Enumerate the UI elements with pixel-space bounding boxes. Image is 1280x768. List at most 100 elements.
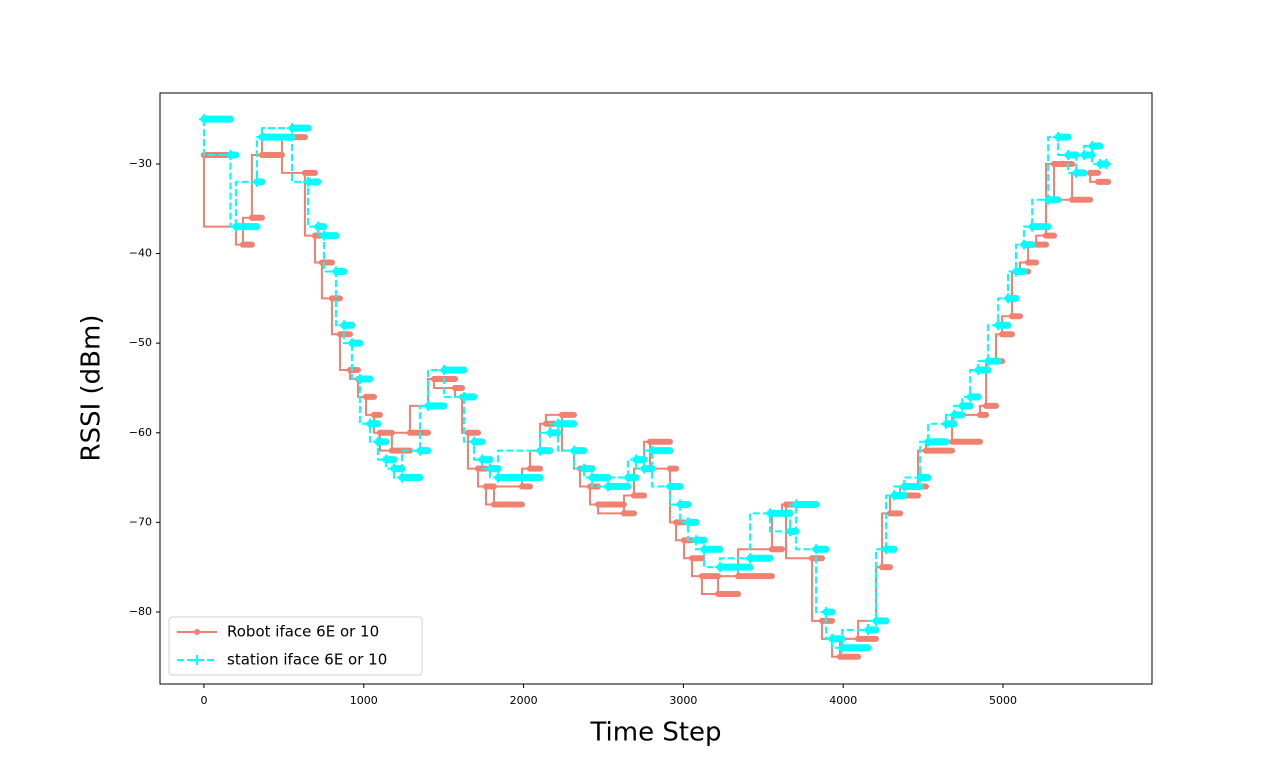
y-tick-label: −30 [129, 157, 152, 170]
marker [376, 429, 383, 436]
marker [647, 445, 658, 456]
marker [745, 553, 756, 564]
marker [423, 400, 434, 411]
marker [338, 320, 349, 331]
marker [923, 436, 934, 447]
marker [879, 564, 886, 571]
marker [602, 481, 613, 492]
marker [691, 535, 702, 546]
marker [1008, 313, 1015, 320]
marker [675, 499, 686, 510]
marker [192, 655, 202, 665]
marker [983, 356, 994, 367]
marker [491, 501, 498, 508]
marker [983, 402, 990, 409]
marker [715, 562, 726, 573]
marker [301, 169, 308, 176]
marker [647, 438, 654, 445]
marker [949, 438, 956, 445]
marker [1069, 196, 1076, 203]
marker [558, 411, 565, 418]
marker [458, 391, 469, 402]
marker [957, 400, 968, 411]
marker [940, 418, 951, 429]
marker [765, 508, 776, 519]
marker [1018, 239, 1029, 250]
marker [198, 114, 209, 125]
x-tick-label: 3000 [669, 694, 697, 707]
marker [827, 633, 838, 644]
marker [889, 490, 900, 501]
marker [949, 409, 960, 420]
x-tick-label: 1000 [350, 694, 378, 707]
marker [346, 338, 357, 349]
marker [552, 418, 563, 429]
x-tick-label: 0 [200, 694, 207, 707]
marker [544, 427, 555, 438]
marker [973, 365, 984, 376]
marker [899, 481, 910, 492]
marker [354, 374, 365, 385]
marker [1087, 169, 1094, 176]
marker [681, 537, 688, 544]
marker [230, 221, 241, 232]
marker [526, 465, 533, 472]
marker [475, 465, 482, 472]
x-tick-label: 4000 [829, 694, 857, 707]
marker [977, 411, 984, 418]
plot-frame [159, 92, 1153, 685]
marker [1025, 259, 1032, 266]
marker [1071, 167, 1082, 178]
marker [1063, 150, 1074, 161]
marker [372, 436, 383, 447]
marker [248, 214, 255, 221]
marker [430, 376, 437, 383]
marker [336, 331, 343, 338]
marker [915, 472, 926, 483]
marker [1003, 293, 1014, 304]
marker [999, 331, 1006, 338]
marker [302, 176, 313, 187]
marker [365, 418, 376, 429]
y-axis-label: RSSI (dBm) [77, 315, 107, 462]
marker [783, 501, 790, 508]
marker [630, 454, 641, 465]
marker [698, 573, 705, 580]
marker [415, 445, 426, 456]
marker [887, 510, 894, 517]
marker [870, 615, 881, 626]
marker [477, 454, 488, 465]
marker [837, 642, 848, 653]
marker [1105, 178, 1112, 185]
marker [639, 463, 650, 474]
marker [1095, 178, 1102, 185]
x-tick-label: 5000 [989, 694, 1017, 707]
marker [579, 463, 590, 474]
x-axis-label: Time Step [589, 718, 721, 748]
marker [820, 606, 831, 617]
marker [855, 635, 862, 642]
marker [673, 519, 680, 526]
legend-label: station iface 6E or 10 [227, 651, 387, 669]
marker [586, 472, 597, 483]
marker [258, 152, 265, 159]
y-tick-label: −70 [129, 515, 152, 528]
marker [483, 483, 490, 490]
marker [518, 483, 525, 490]
marker [318, 230, 329, 241]
marker [1079, 150, 1090, 161]
marker [791, 499, 802, 510]
marker [370, 411, 377, 418]
marker [388, 463, 399, 474]
marker [438, 365, 449, 376]
marker [595, 501, 602, 508]
marker [699, 544, 710, 555]
marker [542, 420, 549, 427]
marker [1027, 221, 1038, 232]
marker [620, 510, 627, 517]
marker [406, 429, 413, 436]
marker [194, 629, 200, 635]
marker [225, 150, 236, 161]
marker [1043, 232, 1050, 239]
y-tick-label: −50 [129, 336, 152, 349]
